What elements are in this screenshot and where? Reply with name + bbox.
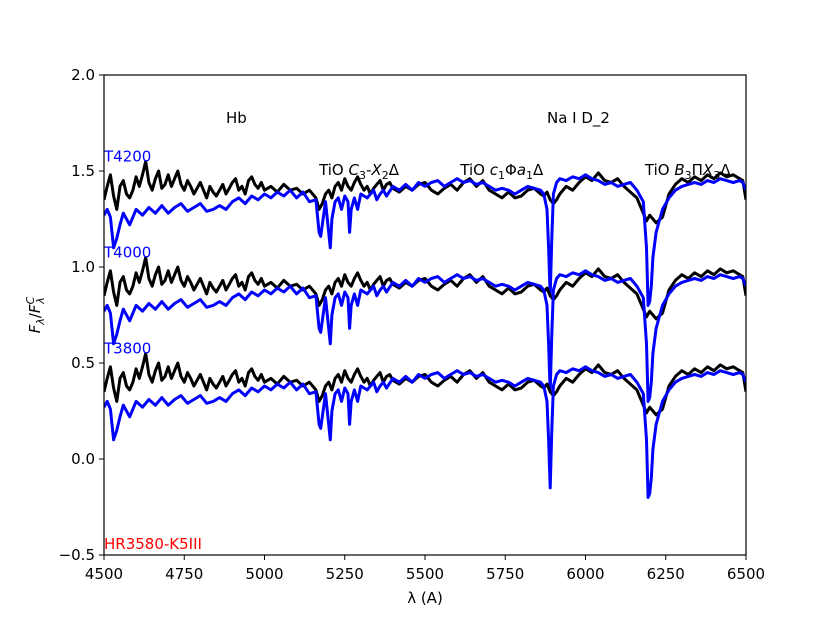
- plot-lines: [104, 159, 746, 499]
- x-tick-label: 6250: [647, 565, 685, 583]
- annotations: Hb TiO C3-X2Δ TiO c1Φa1Δ Na I D_2 TiO B3ΠX3Δ: [226, 109, 731, 182]
- y-tick-label: 0.0: [71, 450, 95, 468]
- y-axis-ticks: −0.5 0.0 0.5 1.0 1.5 2.0: [59, 66, 104, 564]
- x-axis-ticks: 4500 4750 5000 5250 5500 5750 6000 6250 6500: [85, 555, 765, 583]
- x-axis-label: λ (A): [407, 589, 443, 607]
- x-tick-label: 6500: [727, 565, 765, 583]
- annotation-1: Hb: [226, 109, 247, 127]
- x-tick-label: 5500: [406, 565, 444, 583]
- series-line-2: [104, 173, 746, 307]
- series-label-2: T4000: [103, 243, 151, 261]
- series-label-1: T4200: [103, 147, 151, 165]
- series-label-4: HR3580-K5III: [104, 535, 202, 553]
- x-tick-label: 5750: [486, 565, 524, 583]
- y-axis-label: Fλ/FCλ: [24, 296, 47, 333]
- x-tick-label: 5000: [245, 565, 283, 583]
- x-tick-label: 6000: [566, 565, 604, 583]
- x-tick-label: 4750: [165, 565, 203, 583]
- y-tick-label: 2.0: [71, 66, 95, 84]
- x-tick-label: 4500: [85, 565, 123, 583]
- series-label-3: T3800: [103, 339, 151, 357]
- y-tick-label: 1.5: [71, 162, 95, 180]
- series-line-6: [104, 365, 746, 499]
- y-tick-label: 0.5: [71, 354, 95, 372]
- annotation-5: TiO B3ΠX3Δ: [644, 161, 731, 182]
- y-tick-label: 1.0: [71, 258, 95, 276]
- annotation-4: Na I D_2: [547, 109, 610, 128]
- series-line-4: [104, 269, 746, 403]
- series-labels: T4200 T4000 T3800 HR3580-K5III: [103, 147, 202, 553]
- x-tick-label: 5250: [326, 565, 364, 583]
- annotation-3: TiO c1Φa1Δ: [459, 161, 544, 182]
- annotation-2: TiO C3-X2Δ: [318, 161, 400, 182]
- y-tick-label: −0.5: [59, 546, 95, 564]
